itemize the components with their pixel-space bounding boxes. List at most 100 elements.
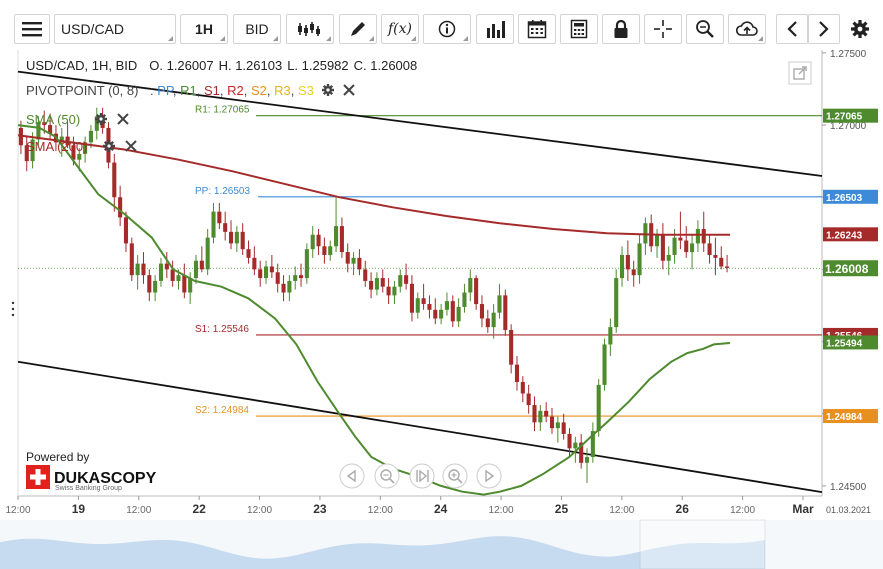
candle [614, 269, 619, 333]
zoom-in-icon[interactable] [442, 463, 468, 489]
reset-zoom-icon[interactable] [409, 463, 435, 489]
candle [707, 234, 712, 264]
candle [532, 396, 537, 432]
price-side-select[interactable]: BID [233, 14, 281, 44]
candle-body [690, 243, 695, 253]
candle [526, 384, 531, 414]
candle [322, 237, 327, 264]
candle [339, 217, 344, 258]
bar-chart-button[interactable] [476, 14, 514, 44]
sma50-line [17, 124, 731, 496]
candle [398, 269, 403, 293]
draw-button[interactable] [339, 14, 377, 44]
candle [48, 113, 53, 140]
calendar-button[interactable] [518, 14, 556, 44]
info-button[interactable] [423, 14, 471, 44]
sma50-close-icon[interactable] [117, 113, 129, 125]
candle [345, 243, 350, 273]
sma200-settings-icon[interactable] [103, 140, 115, 152]
candle [334, 197, 339, 253]
scroll-left-icon[interactable] [339, 463, 365, 489]
y-tick-label: 1.27500 [830, 50, 867, 60]
scroll-right-icon[interactable] [476, 463, 502, 489]
candle [444, 292, 449, 316]
x-tick-label: 12:00 [368, 505, 393, 516]
candle [246, 240, 251, 264]
legend-item-s3: S3 [298, 83, 314, 98]
popout-button[interactable] [788, 61, 812, 85]
candle-body [660, 234, 665, 261]
candle [409, 275, 414, 322]
sma200-tag [823, 227, 878, 242]
period-select[interactable]: 1H [180, 14, 228, 44]
candle-body [293, 275, 298, 281]
candle [544, 402, 549, 423]
candle [660, 223, 665, 270]
candle-body [141, 263, 146, 276]
candle [252, 246, 257, 276]
candle [369, 272, 374, 299]
candle-body [147, 275, 152, 293]
sma50-label: SMA (50) [26, 112, 80, 127]
pivot-label-s2: S2: 1.24984 [195, 405, 249, 416]
candle-body [240, 231, 245, 250]
settings-button[interactable] [845, 14, 875, 44]
pivot-close-icon[interactable] [343, 84, 355, 96]
candle-body [316, 234, 321, 247]
header-low: L. 1.25982 [287, 58, 348, 73]
candle-body [380, 278, 385, 287]
chart-type-button[interactable] [286, 14, 334, 44]
zoom-button[interactable] [686, 14, 724, 44]
candle [637, 234, 642, 284]
zoom-out-icon[interactable] [374, 463, 400, 489]
candle-body [88, 130, 93, 143]
chart-nav-controls [339, 463, 502, 489]
chart-area[interactable]: R1: 1.27065 PP: 1.26503 S1: 1.25546 S2: 1.2… [0, 50, 883, 569]
sma200-close-icon[interactable] [125, 140, 137, 152]
crosshair-button[interactable] [644, 14, 682, 44]
function-button[interactable]: f(x) [381, 14, 419, 44]
header-symbol: USD/CAD, 1H, BID [26, 58, 137, 73]
candle-body [188, 278, 193, 293]
instrument-select[interactable]: USD/CAD [54, 14, 176, 44]
legend-item-pp: PP [157, 83, 174, 98]
candle-body [123, 217, 129, 244]
candle [153, 275, 158, 302]
candle [374, 272, 379, 296]
candle-body [304, 249, 309, 279]
candle-body [526, 393, 531, 406]
lock-button[interactable] [602, 14, 640, 44]
scroll-left-button[interactable] [776, 14, 808, 44]
candle [462, 283, 467, 313]
pivot-legend: : PP, R1, S1, R2, S2, R3, S3 [150, 83, 314, 98]
candle [217, 202, 222, 229]
cloud-upload-button[interactable] [728, 14, 766, 44]
nav-control-circle [476, 463, 502, 489]
cloud-upload-icon [735, 21, 758, 36]
calculator-button[interactable] [560, 14, 598, 44]
candle-body [614, 278, 619, 328]
candle-body [223, 223, 228, 232]
candle [328, 240, 333, 261]
navigator[interactable] [0, 519, 883, 569]
current-price-tag [823, 260, 878, 277]
candle-body [596, 384, 601, 432]
sma50-settings-icon[interactable] [95, 113, 107, 125]
candle-body [421, 298, 426, 305]
menu-button[interactable] [14, 14, 50, 44]
drag-handle[interactable] [11, 301, 15, 317]
nav-control-circle [339, 463, 365, 489]
candle-body [433, 309, 438, 319]
candle [380, 269, 385, 293]
period-label: 1H [195, 21, 213, 37]
pivot-tag-s2 [823, 409, 878, 424]
candle [147, 269, 152, 302]
candle [509, 324, 514, 374]
candle [649, 214, 654, 253]
candle [690, 234, 695, 270]
candle-body [246, 249, 251, 258]
scroll-right-button[interactable] [808, 14, 840, 44]
candle-body [205, 237, 210, 270]
pivot-settings-icon[interactable] [322, 84, 334, 96]
calendar-icon [527, 20, 547, 39]
